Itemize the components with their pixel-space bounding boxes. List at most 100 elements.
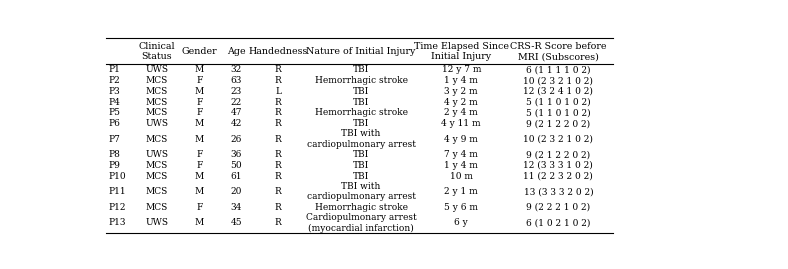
Text: P10: P10	[108, 172, 126, 181]
Text: MCS: MCS	[146, 203, 168, 212]
Text: 4 y 11 m: 4 y 11 m	[441, 119, 481, 128]
Text: M: M	[195, 87, 204, 96]
Text: R: R	[275, 98, 281, 107]
Text: F: F	[196, 98, 203, 107]
Text: 2 y 4 m: 2 y 4 m	[444, 108, 478, 117]
Text: 12 (3 2 4 1 0 2): 12 (3 2 4 1 0 2)	[523, 87, 593, 96]
Text: 9 (2 1 2 2 0 2): 9 (2 1 2 2 0 2)	[526, 150, 590, 159]
Text: TBI: TBI	[353, 65, 370, 74]
Text: MCS: MCS	[146, 87, 168, 96]
Text: 11 (2 2 3 2 0 2): 11 (2 2 3 2 0 2)	[523, 172, 593, 181]
Text: MCS: MCS	[146, 172, 168, 181]
Text: 2 y 1 m: 2 y 1 m	[444, 187, 478, 196]
Text: M: M	[195, 218, 204, 227]
Text: F: F	[196, 203, 203, 212]
Text: 50: 50	[230, 161, 242, 170]
Text: M: M	[195, 172, 204, 181]
Text: P13: P13	[108, 218, 126, 227]
Text: 20: 20	[231, 187, 242, 196]
Text: 5 (1 1 0 1 0 2): 5 (1 1 0 1 0 2)	[526, 98, 591, 107]
Text: 26: 26	[231, 135, 242, 144]
Text: P3: P3	[108, 87, 120, 96]
Text: P1: P1	[108, 65, 120, 74]
Text: 1 y 4 m: 1 y 4 m	[444, 161, 478, 170]
Text: F: F	[196, 108, 203, 117]
Text: Hemorrhagic stroke: Hemorrhagic stroke	[314, 108, 407, 117]
Text: 7 y 4 m: 7 y 4 m	[444, 150, 478, 159]
Text: MCS: MCS	[146, 98, 168, 107]
Text: R: R	[275, 119, 281, 128]
Text: R: R	[275, 135, 281, 144]
Text: 1 y 4 m: 1 y 4 m	[444, 76, 478, 85]
Text: L: L	[275, 87, 281, 96]
Text: R: R	[275, 76, 281, 85]
Text: F: F	[196, 150, 203, 159]
Text: 5 (1 1 0 1 0 2): 5 (1 1 0 1 0 2)	[526, 108, 591, 117]
Text: P12: P12	[108, 203, 126, 212]
Text: R: R	[275, 161, 281, 170]
Text: 22: 22	[231, 98, 242, 107]
Text: P2: P2	[108, 76, 120, 85]
Text: 61: 61	[230, 172, 242, 181]
Text: R: R	[275, 150, 281, 159]
Text: Cardiopulmonary arrest
(myocardial infarction): Cardiopulmonary arrest (myocardial infar…	[306, 213, 417, 233]
Text: TBI with
cardiopulmonary arrest: TBI with cardiopulmonary arrest	[307, 129, 415, 149]
Text: TBI: TBI	[353, 98, 370, 107]
Text: R: R	[275, 172, 281, 181]
Text: 4 y 9 m: 4 y 9 m	[444, 135, 478, 144]
Text: MCS: MCS	[146, 161, 168, 170]
Text: UWS: UWS	[145, 119, 169, 128]
Text: TBI: TBI	[353, 172, 370, 181]
Text: 12 (3 3 3 1 0 2): 12 (3 3 3 1 0 2)	[523, 161, 593, 170]
Text: 13 (3 3 3 2 0 2): 13 (3 3 3 2 0 2)	[523, 187, 593, 196]
Text: UWS: UWS	[145, 150, 169, 159]
Text: 4 y 2 m: 4 y 2 m	[444, 98, 478, 107]
Text: R: R	[275, 108, 281, 117]
Text: 3 y 2 m: 3 y 2 m	[444, 87, 478, 96]
Text: R: R	[275, 187, 281, 196]
Text: 9 (2 2 2 1 0 2): 9 (2 2 2 1 0 2)	[526, 203, 590, 212]
Text: 6 y: 6 y	[455, 218, 468, 227]
Text: Gender: Gender	[182, 47, 217, 56]
Text: P5: P5	[108, 108, 121, 117]
Text: TBI: TBI	[353, 161, 370, 170]
Text: P9: P9	[108, 161, 120, 170]
Text: 10 (2 3 2 1 0 2): 10 (2 3 2 1 0 2)	[523, 76, 593, 85]
Text: UWS: UWS	[145, 218, 169, 227]
Text: MCS: MCS	[146, 76, 168, 85]
Text: 63: 63	[231, 76, 242, 85]
Text: 23: 23	[231, 87, 242, 96]
Text: Time Elapsed Since
Initial Injury: Time Elapsed Since Initial Injury	[414, 42, 509, 61]
Text: 5 y 6 m: 5 y 6 m	[444, 203, 478, 212]
Text: P8: P8	[108, 150, 120, 159]
Text: M: M	[195, 65, 204, 74]
Text: 32: 32	[231, 65, 242, 74]
Text: MCS: MCS	[146, 187, 168, 196]
Text: Age: Age	[227, 47, 246, 56]
Text: 10 (2 3 2 1 0 2): 10 (2 3 2 1 0 2)	[523, 135, 593, 144]
Text: M: M	[195, 187, 204, 196]
Text: 42: 42	[231, 119, 242, 128]
Text: 36: 36	[231, 150, 242, 159]
Text: TBI: TBI	[353, 87, 370, 96]
Text: F: F	[196, 76, 203, 85]
Text: 12 y 7 m: 12 y 7 m	[441, 65, 481, 74]
Text: R: R	[275, 65, 281, 74]
Text: 45: 45	[230, 218, 242, 227]
Text: P11: P11	[108, 187, 126, 196]
Text: R: R	[275, 218, 281, 227]
Text: M: M	[195, 119, 204, 128]
Text: Hemorrhagic stroke: Hemorrhagic stroke	[314, 203, 407, 212]
Text: TBI: TBI	[353, 119, 370, 128]
Text: R: R	[275, 203, 281, 212]
Text: 6 (1 0 2 1 0 2): 6 (1 0 2 1 0 2)	[526, 218, 590, 227]
Text: 34: 34	[231, 203, 242, 212]
Text: 9 (2 1 2 2 0 2): 9 (2 1 2 2 0 2)	[526, 119, 590, 128]
Text: TBI with
cardiopulmonary arrest: TBI with cardiopulmonary arrest	[307, 182, 415, 201]
Text: 6 (1 1 1 1 0 2): 6 (1 1 1 1 0 2)	[526, 65, 591, 74]
Text: UWS: UWS	[145, 65, 169, 74]
Text: M: M	[195, 135, 204, 144]
Text: Clinical
Status: Clinical Status	[139, 42, 175, 61]
Text: P6: P6	[108, 119, 120, 128]
Text: F: F	[196, 161, 203, 170]
